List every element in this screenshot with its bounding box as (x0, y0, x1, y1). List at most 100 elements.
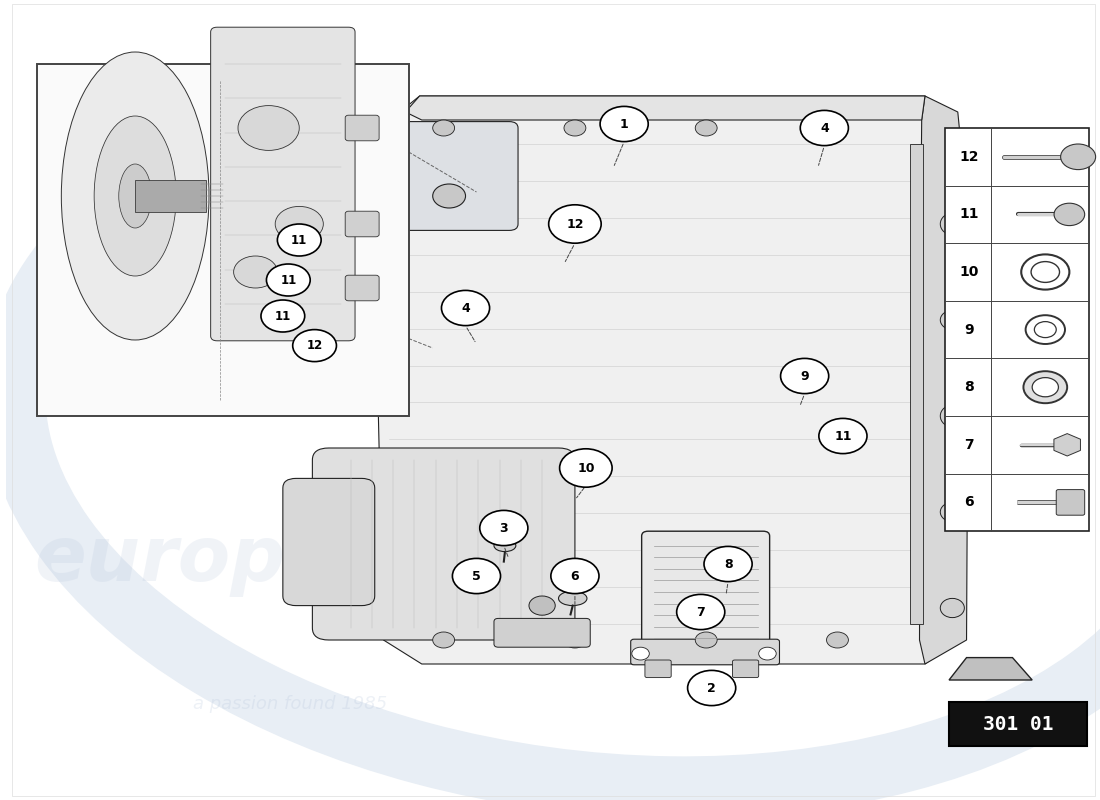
Ellipse shape (494, 540, 516, 552)
Text: 11: 11 (292, 234, 307, 246)
FancyBboxPatch shape (949, 702, 1087, 746)
Circle shape (529, 596, 556, 615)
Circle shape (601, 106, 648, 142)
FancyBboxPatch shape (36, 64, 408, 416)
Circle shape (695, 120, 717, 136)
FancyBboxPatch shape (645, 660, 671, 678)
Text: 7: 7 (696, 606, 705, 618)
Circle shape (549, 205, 602, 243)
Circle shape (560, 449, 612, 487)
FancyBboxPatch shape (283, 478, 375, 606)
Circle shape (695, 632, 717, 648)
Polygon shape (920, 96, 969, 664)
Circle shape (293, 330, 337, 362)
Text: 4: 4 (461, 302, 470, 314)
Text: 12: 12 (307, 339, 322, 352)
Circle shape (826, 632, 848, 648)
FancyBboxPatch shape (381, 122, 518, 230)
Circle shape (432, 120, 454, 136)
Circle shape (261, 300, 305, 332)
Text: 9: 9 (801, 370, 808, 382)
Polygon shape (406, 96, 925, 120)
Circle shape (1031, 262, 1059, 282)
Text: 5: 5 (472, 570, 481, 582)
Circle shape (676, 594, 725, 630)
Text: 11: 11 (275, 310, 292, 322)
Circle shape (452, 558, 500, 594)
Text: 1: 1 (619, 118, 628, 130)
Text: 301 01: 301 01 (982, 714, 1053, 734)
Polygon shape (949, 658, 1032, 680)
Circle shape (1021, 254, 1069, 290)
Circle shape (781, 358, 828, 394)
Circle shape (441, 290, 490, 326)
Text: 12: 12 (566, 218, 584, 230)
Text: 9: 9 (964, 322, 974, 337)
Circle shape (818, 418, 867, 454)
Ellipse shape (119, 164, 152, 228)
Circle shape (480, 510, 528, 546)
FancyBboxPatch shape (135, 180, 207, 212)
Text: 8: 8 (964, 380, 974, 394)
Text: 8: 8 (724, 558, 733, 570)
Polygon shape (910, 144, 923, 624)
Circle shape (704, 546, 752, 582)
Circle shape (781, 362, 820, 390)
Circle shape (564, 632, 586, 648)
Text: 6: 6 (571, 570, 580, 582)
FancyBboxPatch shape (345, 115, 379, 141)
FancyBboxPatch shape (733, 660, 759, 678)
Text: 11: 11 (834, 430, 851, 442)
Text: europ: europ (34, 523, 285, 597)
Text: 11: 11 (959, 207, 979, 222)
Circle shape (759, 647, 777, 660)
Circle shape (238, 106, 299, 150)
FancyBboxPatch shape (312, 448, 575, 640)
Ellipse shape (95, 116, 176, 276)
Ellipse shape (559, 591, 587, 606)
Circle shape (551, 558, 600, 594)
Ellipse shape (940, 405, 965, 427)
FancyBboxPatch shape (1056, 490, 1085, 515)
Circle shape (1023, 371, 1067, 403)
FancyBboxPatch shape (630, 639, 780, 665)
FancyBboxPatch shape (345, 211, 379, 237)
Circle shape (564, 120, 586, 136)
Text: 10: 10 (959, 265, 978, 279)
Text: 2: 2 (707, 682, 716, 694)
FancyBboxPatch shape (461, 564, 490, 582)
Circle shape (1025, 315, 1065, 344)
Circle shape (631, 647, 649, 660)
Text: 12: 12 (959, 150, 979, 164)
Ellipse shape (940, 310, 965, 330)
Circle shape (233, 256, 277, 288)
Text: 3: 3 (499, 522, 508, 534)
Polygon shape (378, 96, 958, 664)
Text: 7: 7 (964, 438, 974, 452)
Text: 6: 6 (964, 495, 974, 510)
Text: 11: 11 (280, 274, 296, 286)
Circle shape (266, 264, 310, 296)
Text: a passion found 1985: a passion found 1985 (194, 695, 387, 713)
Ellipse shape (62, 52, 209, 340)
FancyBboxPatch shape (494, 618, 591, 647)
Circle shape (826, 120, 848, 136)
Circle shape (277, 224, 321, 256)
FancyBboxPatch shape (945, 128, 1089, 531)
FancyBboxPatch shape (210, 27, 355, 341)
Circle shape (432, 184, 465, 208)
Circle shape (1034, 322, 1056, 338)
Circle shape (1032, 378, 1058, 397)
Text: 985: 985 (955, 229, 1070, 283)
Text: 10: 10 (578, 462, 595, 474)
Text: es: es (898, 122, 1040, 230)
FancyBboxPatch shape (641, 531, 770, 653)
Ellipse shape (940, 214, 965, 235)
Text: 4: 4 (820, 122, 828, 134)
Ellipse shape (940, 598, 965, 618)
Circle shape (432, 632, 454, 648)
Circle shape (801, 110, 848, 146)
FancyBboxPatch shape (345, 275, 379, 301)
Circle shape (1060, 144, 1096, 170)
Circle shape (688, 670, 736, 706)
